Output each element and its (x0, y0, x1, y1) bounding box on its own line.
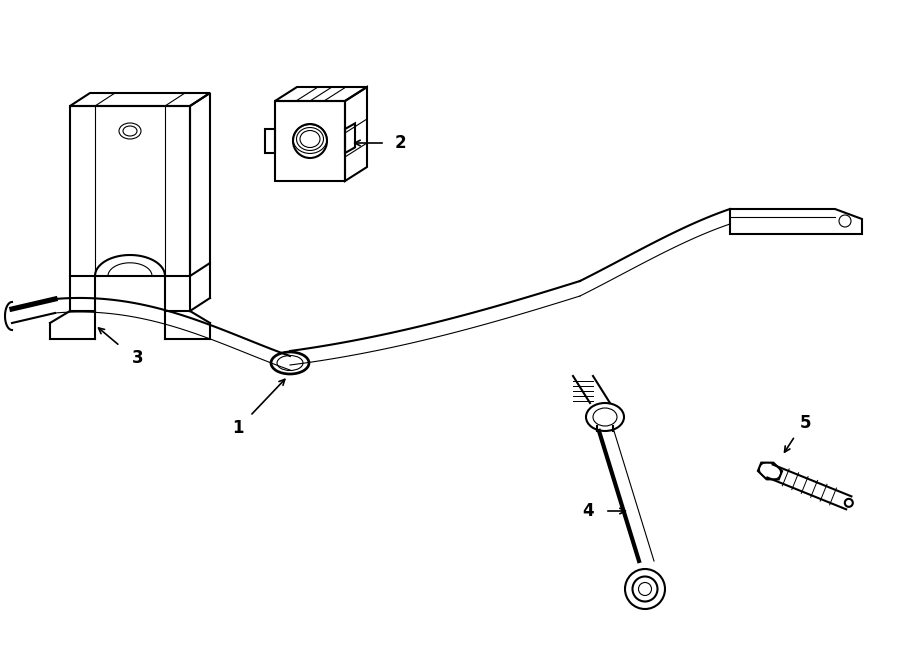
Text: 5: 5 (799, 414, 811, 432)
Text: 4: 4 (582, 502, 594, 520)
Text: 1: 1 (232, 419, 244, 437)
Text: 3: 3 (132, 349, 144, 367)
Text: 2: 2 (394, 134, 406, 152)
